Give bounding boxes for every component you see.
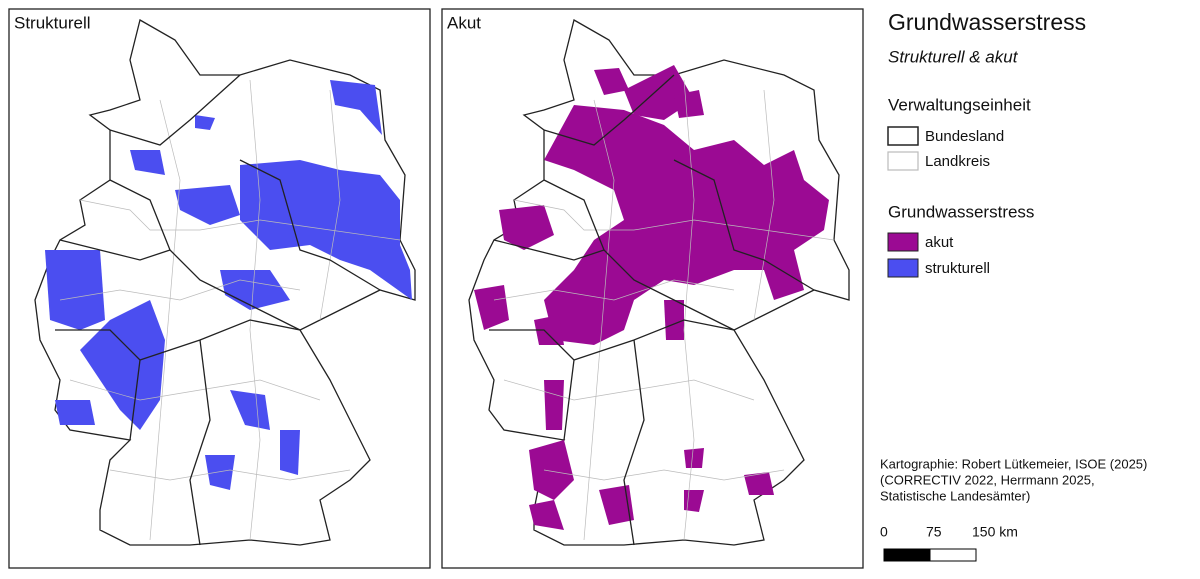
legend-item: strukturell <box>925 260 990 277</box>
panel-title: Akut <box>447 13 481 32</box>
legend-heading: Verwaltungseinheit <box>888 95 1031 114</box>
panel-strukturell: Strukturell <box>8 8 431 569</box>
scale-label: 150 km <box>972 524 1018 540</box>
panel-title: Strukturell <box>14 13 91 32</box>
swatch-akut <box>887 232 919 252</box>
scale-label: 0 <box>880 524 888 540</box>
swatch-landkreis <box>887 151 919 171</box>
credits: Kartographie: Robert Lütkemeier, ISOE (2… <box>880 456 1147 503</box>
credit-line: (CORRECTIV 2022, Herrmann 2025, <box>880 472 1095 487</box>
scale-segment <box>883 548 931 562</box>
legend-title: Grundwasserstress <box>888 9 1086 35</box>
swatch-bundesland <box>887 126 919 146</box>
legend-subtitle: Strukturell & akut <box>888 47 1019 66</box>
legend: Grundwasserstress Strukturell & akut Ver… <box>887 9 1086 278</box>
scale-segment <box>929 548 977 562</box>
scale-bar: 0 75 150 km <box>880 524 1018 562</box>
panel-akut: Akut <box>441 8 864 569</box>
scale-label: 75 <box>926 524 942 540</box>
legend-item: Landkreis <box>925 153 990 170</box>
legend-item: Bundesland <box>925 128 1004 145</box>
credit-line: Statistische Landesämter) <box>880 488 1030 503</box>
akut-areas <box>474 65 829 530</box>
legend-item: akut <box>925 234 954 251</box>
legend-heading: Grundwasserstress <box>888 202 1034 221</box>
swatch-strukturell <box>887 258 919 278</box>
credit-line: Kartographie: Robert Lütkemeier, ISOE (2… <box>880 456 1147 471</box>
strukturell-areas <box>45 80 412 490</box>
